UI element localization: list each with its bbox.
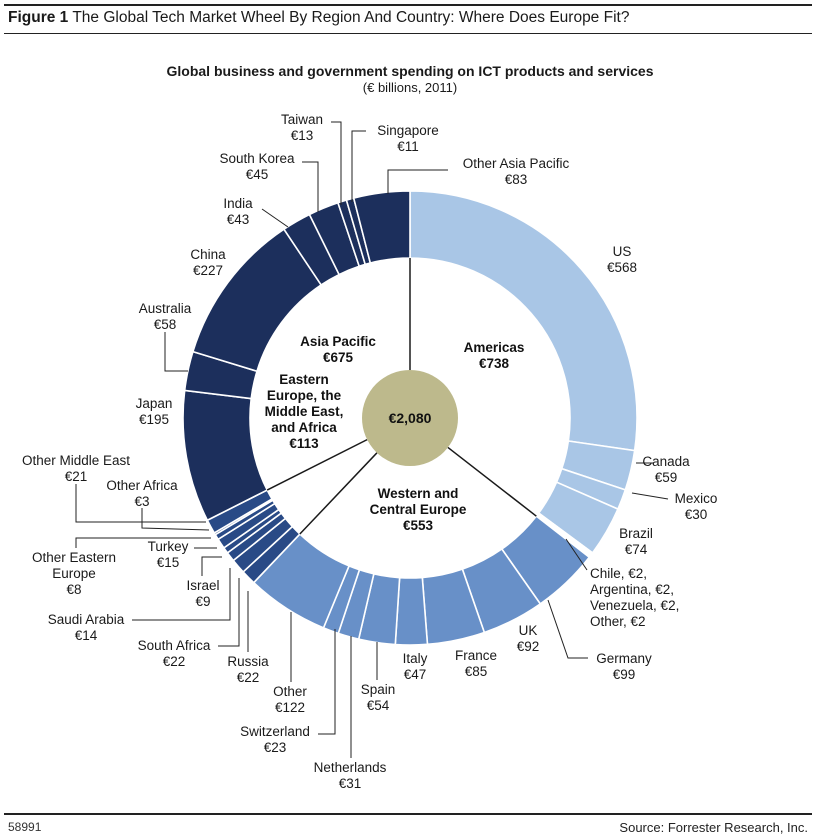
figure-id: 58991: [8, 820, 42, 834]
leader-asia-pacific-singapore: [351, 130, 366, 202]
leader-americas-mexico: [631, 492, 669, 500]
source-note: Source: Forrester Research, Inc.: [619, 820, 808, 835]
label-asia-pacific-south-korea: South Korea €45: [219, 151, 295, 182]
leader-western-and-central-europe-germany: [547, 599, 588, 659]
chart-title: Global business and government spending …: [166, 63, 654, 79]
label-americas-canada: Canada €59: [642, 454, 690, 485]
leader-western-and-central-europe-switzerland: [318, 629, 336, 735]
leader-asia-pacific-taiwan: [331, 121, 342, 205]
leader-eastern-europe-the-middle-east-and-africa-south-africa: [218, 578, 240, 647]
leader-eastern-europe-the-middle-east-and-africa-other-middle-east: [75, 484, 206, 523]
label-eastern-europe-the-middle-east-and-africa-other-eastern-europe: Other Eastern Europe €8: [32, 550, 116, 597]
label-asia-pacific-australia: Australia €58: [139, 301, 192, 332]
label-eastern-europe-the-middle-east-and-africa-other-middle-east: Other Middle East €21: [22, 453, 130, 484]
segment-western-and-central-europe-italy: [394, 576, 429, 646]
label-western-and-central-europe-uk: UK €92: [517, 623, 540, 654]
label-western-and-central-europe-netherlands: Netherlands €31: [314, 760, 387, 791]
leader-eastern-europe-the-middle-east-and-africa-saudi-arabia: [132, 568, 231, 621]
figure-title: Figure 1 The Global Tech Market Wheel By…: [8, 9, 629, 27]
label-eastern-europe-the-middle-east-and-africa-israel: Israel €9: [186, 578, 219, 609]
leader-eastern-europe-the-middle-east-and-africa-other-africa: [141, 508, 210, 531]
region-label-asia-pacific: Asia Pacific €675: [300, 334, 376, 365]
region-label-western-and-central-europe: Western and Central Europe €553: [370, 486, 467, 533]
leader-eastern-europe-the-middle-east-and-africa-other-eastern-europe: [75, 537, 211, 548]
label-eastern-europe-the-middle-east-and-africa-turkey: Turkey €15: [148, 539, 189, 570]
label-americas-us: US €568: [607, 244, 637, 275]
label-americas-mexico: Mexico €30: [675, 491, 718, 522]
label-americas-chile: Chile, €2, Argentina, €2, Venezuela, €2, Ot…: [590, 566, 679, 629]
divider-western-and-central-europe: [447, 446, 537, 517]
segment-americas-us: [409, 190, 638, 452]
leader-asia-pacific-other-asia-pacific: [387, 169, 448, 194]
label-asia-pacific-japan: Japan €195: [136, 396, 173, 427]
label-eastern-europe-the-middle-east-and-africa-other-africa: Other Africa €3: [106, 478, 178, 509]
leader-asia-pacific-south-korea: [302, 161, 319, 212]
title-rule: [4, 33, 812, 34]
label-western-and-central-europe-other: Other €122: [273, 684, 307, 715]
bottom-rule: [4, 813, 812, 815]
label-asia-pacific-other-asia-pacific: Other Asia Pacific €83: [463, 156, 570, 187]
divider-asia-pacific: [266, 438, 368, 491]
label-asia-pacific-india: India €43: [223, 196, 253, 227]
label-western-and-central-europe-germany: Germany €99: [596, 651, 652, 682]
divider-eastern-europe-the-middle-east-and-africa: [299, 452, 378, 535]
chart-subtitle: (€ billions, 2011): [362, 80, 458, 95]
label-western-and-central-europe-italy: Italy €47: [403, 651, 428, 682]
label-western-and-central-europe-spain: Spain €54: [361, 682, 396, 713]
leader-americas-chile: [565, 538, 588, 571]
center-circle: [362, 370, 458, 466]
leader-asia-pacific-australia: [164, 332, 188, 372]
leader-asia-pacific-india: [261, 208, 289, 228]
leader-eastern-europe-the-middle-east-and-africa-israel: [201, 556, 222, 576]
top-rule: [4, 4, 812, 6]
label-eastern-europe-the-middle-east-and-africa-russia: Russia €22: [227, 654, 269, 685]
total-label: €2,080: [389, 410, 432, 426]
label-americas-brazil: Brazil €74: [619, 526, 653, 557]
label-asia-pacific-china: China €227: [190, 247, 226, 278]
label-western-and-central-europe-france: France €85: [455, 648, 497, 679]
region-label-americas: Americas €738: [464, 340, 525, 371]
label-eastern-europe-the-middle-east-and-africa-saudi-arabia: Saudi Arabia €14: [48, 612, 125, 643]
label-asia-pacific-singapore: Singapore €11: [377, 123, 439, 154]
label-western-and-central-europe-switzerland: Switzerland €23: [240, 724, 310, 755]
label-asia-pacific-taiwan: Taiwan €13: [281, 112, 323, 143]
region-label-eastern-europe-the-middle-east-and-africa: Eastern Europe, the Middle East, and Africa…: [265, 372, 344, 451]
figure-label: Figure 1: [8, 9, 69, 26]
figure-title-text: The Global Tech Market Wheel By Region A…: [72, 9, 630, 26]
label-eastern-europe-the-middle-east-and-africa-south-africa: South Africa €22: [138, 638, 211, 669]
donut-chart: €2,080 Americas €738 Western and Central Eur…: [22, 112, 718, 791]
segment-asia-pacific-other-asia-pacific: [352, 190, 411, 264]
